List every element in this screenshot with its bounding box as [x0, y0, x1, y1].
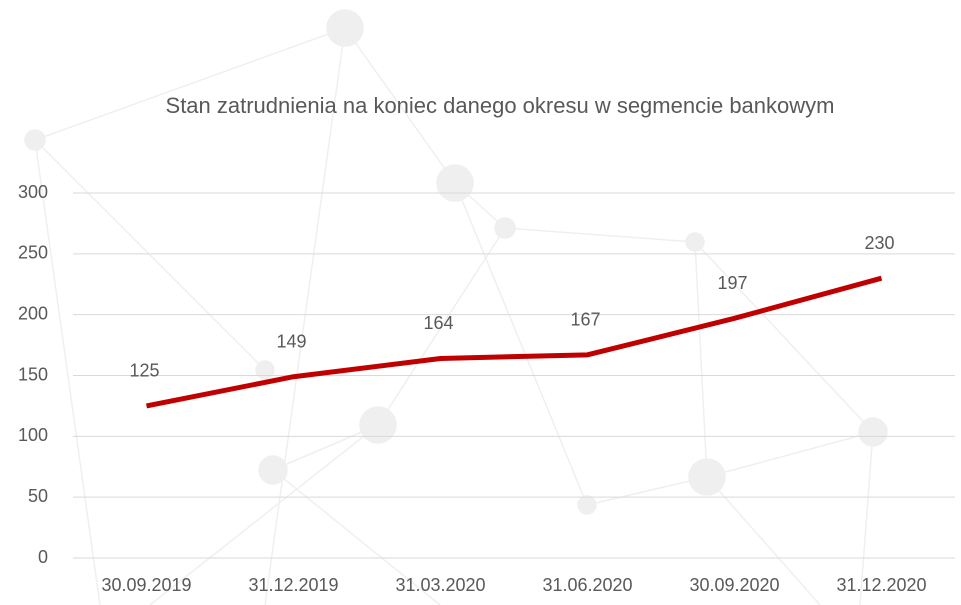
y-tick-label: 50 — [28, 486, 48, 506]
data-label: 125 — [129, 361, 159, 381]
data-label: 167 — [570, 310, 600, 330]
data-line — [147, 278, 882, 406]
x-tick-label: 31.12.2020 — [836, 575, 926, 595]
chart-title: Stan zatrudnienia na koniec danego okres… — [150, 90, 850, 122]
data-label: 230 — [864, 233, 894, 253]
data-label: 149 — [276, 331, 306, 351]
x-tick-label: 31.03.2020 — [395, 575, 485, 595]
y-tick-label: 100 — [18, 425, 48, 445]
page: 0 50 100 150 200 250 300 30.09.2019 31.12.2019 31… — [0, 0, 961, 605]
y-tick-label: 0 — [38, 547, 48, 567]
data-label: 164 — [423, 313, 453, 333]
data-label: 197 — [717, 273, 747, 293]
x-tick-label: 31.06.2020 — [542, 575, 632, 595]
y-tick-label: 300 — [18, 182, 48, 202]
y-tick-label: 250 — [18, 243, 48, 263]
y-tick-label: 150 — [18, 364, 48, 384]
x-tick-label: 30.09.2020 — [689, 575, 779, 595]
x-tick-label: 30.09.2019 — [101, 575, 191, 595]
x-tick-label: 31.12.2019 — [248, 575, 338, 595]
y-tick-label: 200 — [18, 303, 48, 323]
